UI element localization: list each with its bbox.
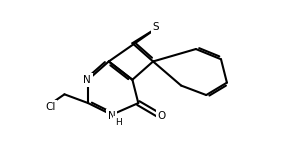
Text: N: N [108, 111, 115, 121]
Text: O: O [158, 111, 166, 121]
Text: S: S [153, 22, 159, 32]
Text: N: N [83, 75, 91, 85]
Text: H: H [115, 118, 122, 127]
Text: Cl: Cl [45, 102, 56, 112]
